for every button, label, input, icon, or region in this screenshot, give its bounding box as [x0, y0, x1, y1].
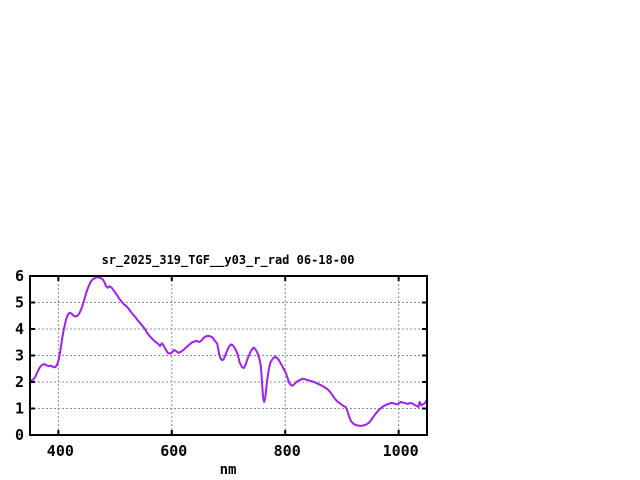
grid-layer: [30, 276, 427, 435]
y-tick-label: 4: [15, 320, 24, 338]
y-tick-label: 1: [15, 400, 24, 418]
y-tick-label: 2: [15, 373, 24, 391]
x-axis-label: nm: [220, 462, 237, 478]
y-tick-label: 5: [15, 294, 24, 312]
y-tick-label: 3: [15, 347, 24, 365]
x-tick-label: 400: [47, 442, 74, 460]
spectrum-curve: [29, 276, 428, 427]
y-tick-label: 0: [15, 426, 24, 444]
axis-layer: [29, 275, 428, 436]
label-layer: 400 600 800 1000 0 1 2 3 4 5 6: [15, 267, 419, 460]
curve-layer: [29, 276, 428, 427]
x-tick-label: 1000: [383, 442, 419, 460]
x-tick-label: 800: [274, 442, 301, 460]
chart-title: sr_2025_319_TGF__y03_r_rad 06-18-00: [102, 253, 355, 268]
x-tick-label: 600: [160, 442, 187, 460]
y-tick-label: 6: [15, 267, 24, 285]
